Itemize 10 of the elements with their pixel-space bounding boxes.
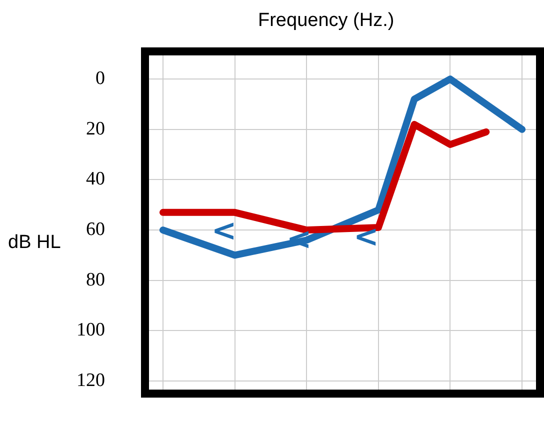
y-tick-label: 100 [76, 320, 105, 341]
y-tick-label: 40 [86, 168, 105, 190]
annotation: < [211, 214, 237, 249]
y-tick-label: 60 [86, 219, 105, 240]
y-tick-label: 20 [86, 118, 105, 140]
y-tick-label: 120 [76, 370, 105, 392]
y-tick-label: 0 [96, 68, 105, 90]
x-axis-title: Frequency (Hz.) [258, 10, 394, 32]
y-tick-label: 80 [86, 269, 105, 290]
y-axis-title: dB HL [8, 232, 61, 254]
